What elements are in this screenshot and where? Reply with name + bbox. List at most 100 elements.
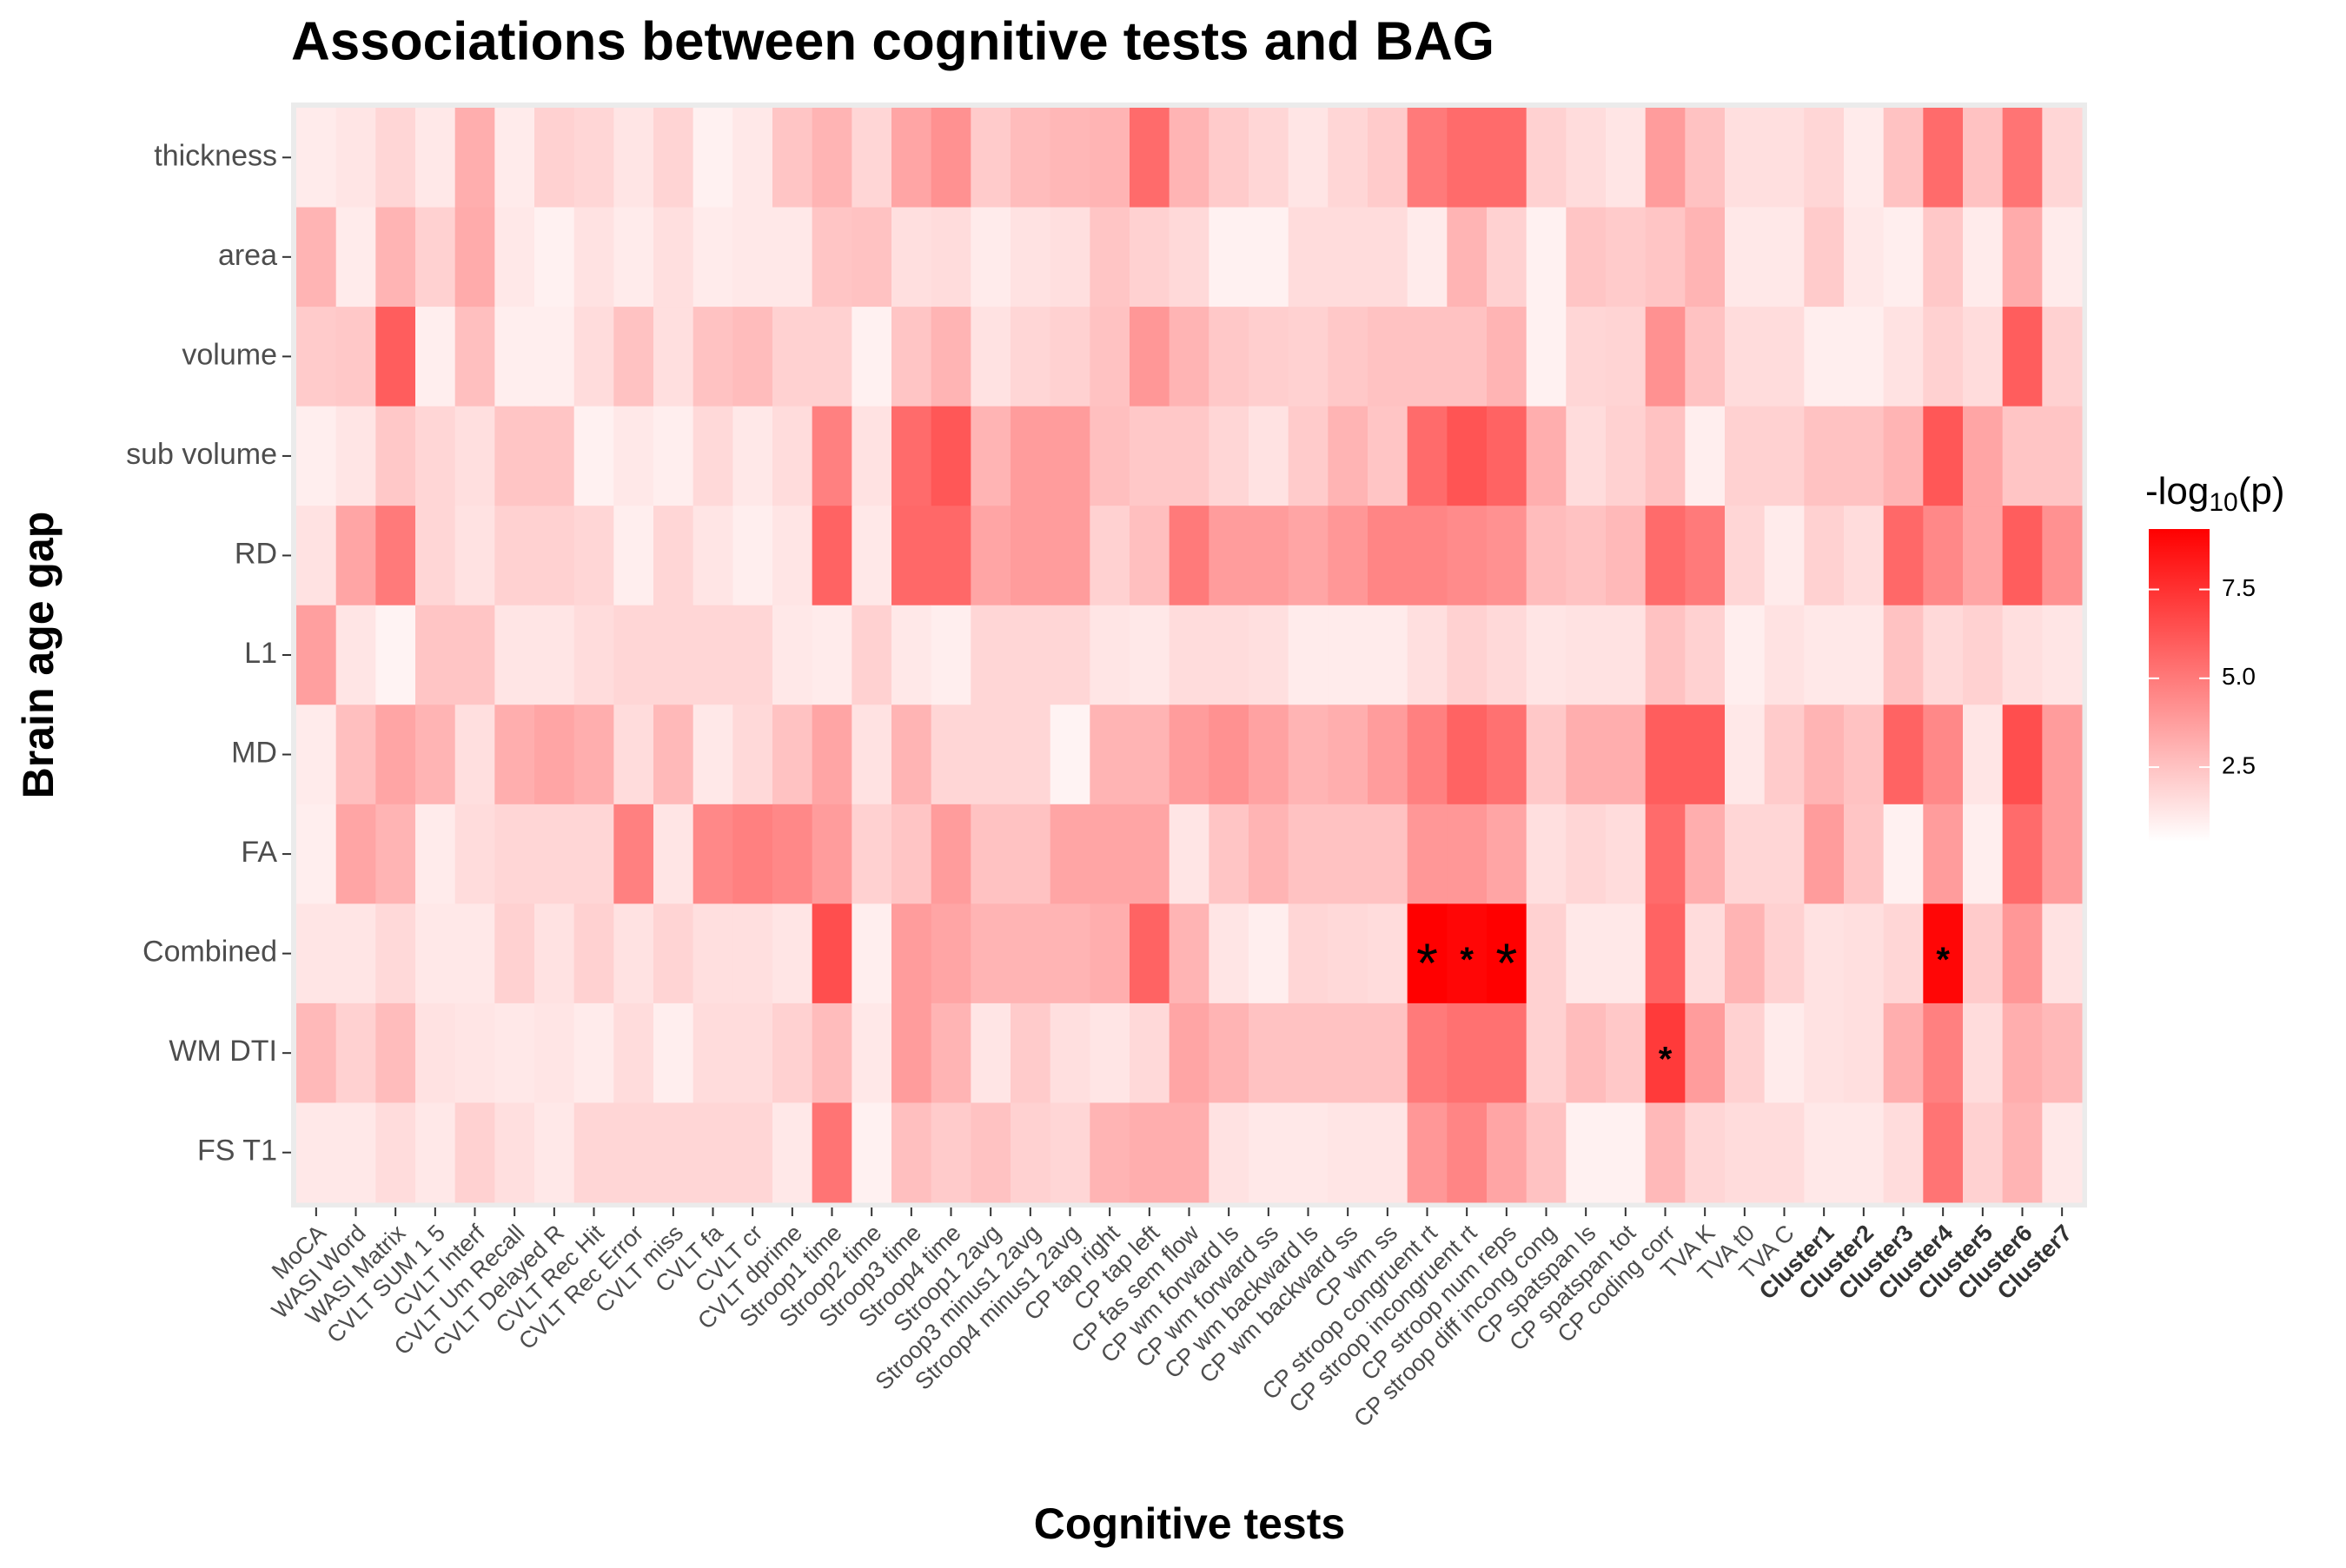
heatmap-cell: [1447, 207, 1488, 308]
heatmap-cell: [415, 108, 456, 208]
heatmap-cell: [1725, 406, 1766, 506]
heatmap-cell: [1328, 605, 1368, 705]
heatmap-cell: [1804, 903, 1845, 1004]
legend-title: -log10(p): [2145, 470, 2285, 517]
heatmap-cell: [1209, 108, 1249, 208]
heatmap-cell: [1130, 307, 1170, 407]
heatmap-cell: [2002, 207, 2043, 308]
heatmap-cell: [1209, 307, 1249, 407]
heatmap-cell: [415, 605, 456, 705]
heatmap-cell: [1725, 207, 1766, 308]
heatmap-cell: [1169, 804, 1209, 904]
heatmap-cell: [1566, 1102, 1607, 1203]
heatmap-cell: [732, 207, 773, 308]
heatmap-cell: [1487, 903, 1528, 1004]
heatmap-cell: [415, 406, 456, 506]
y-tick-label: FS T1: [197, 1135, 277, 1168]
heatmap-cell: [1209, 1002, 1249, 1103]
heatmap-cell: [1090, 605, 1130, 705]
heatmap-cell: [971, 108, 1011, 208]
heatmap-cell: [1764, 804, 1805, 904]
heatmap-cell: [1407, 506, 1448, 606]
heatmap-cell: [2042, 705, 2083, 805]
heatmap-cell: [1883, 207, 1924, 308]
heatmap-cell: [1685, 506, 1726, 606]
heatmap-cell: [1487, 1002, 1528, 1103]
heatmap-cell: [1169, 108, 1209, 208]
heatmap-cell: [1407, 903, 1448, 1004]
heatmap-cell: [335, 1002, 376, 1103]
heatmap-cell: [971, 406, 1011, 506]
heatmap-cell: [375, 207, 416, 308]
heatmap-cell: [772, 705, 813, 805]
heatmap-cell: [2042, 108, 2083, 208]
heatmap-cell: [1963, 1102, 2004, 1203]
heatmap-cell: [335, 705, 376, 805]
heatmap-cell: [1407, 108, 1448, 208]
heatmap-cell: [1447, 903, 1488, 1004]
heatmap-cell: [1249, 1002, 1289, 1103]
heatmap-cell: [2042, 605, 2083, 705]
heatmap-cell: [1526, 108, 1567, 208]
heatmap-cell: [1804, 804, 1845, 904]
heatmap-cell: [1249, 605, 1289, 705]
heatmap-cell: [732, 1102, 773, 1203]
heatmap-cell: [693, 108, 733, 208]
heatmap-cell: [335, 605, 376, 705]
heatmap-cell: [772, 406, 813, 506]
heatmap-cell: [415, 705, 456, 805]
heatmap-cell: [1050, 207, 1090, 308]
heatmap-cell: [852, 903, 892, 1004]
heatmap-cell: [494, 1002, 535, 1103]
significance-marker: *: [1495, 932, 1517, 995]
heatmap-cell: [812, 207, 852, 308]
heatmap-cell: [732, 605, 773, 705]
heatmap-cell: [852, 1002, 892, 1103]
heatmap-cell: [931, 903, 971, 1004]
heatmap-cell: [1328, 1102, 1368, 1203]
heatmap-cell: [1923, 406, 1964, 506]
heatmap-cell: [1368, 207, 1408, 308]
heatmap-cell: [2002, 705, 2043, 805]
heatmap-cell: [1764, 506, 1805, 606]
heatmap-cell: [812, 307, 852, 407]
heatmap-cell: [1011, 1002, 1051, 1103]
heatmap-cell: [1526, 1102, 1567, 1203]
heatmap-cell: [693, 406, 733, 506]
heatmap-cell: [1249, 207, 1289, 308]
significance-marker: *: [1416, 932, 1438, 995]
heatmap-cell: [2042, 506, 2083, 606]
heatmap-cell: [494, 903, 535, 1004]
heatmap-cell: [1883, 1002, 1924, 1103]
heatmap-cell: [971, 705, 1011, 805]
heatmap-cell: [1169, 1002, 1209, 1103]
heatmap-cell: [1288, 406, 1329, 506]
heatmap-cell: [1566, 506, 1607, 606]
heatmap-cell: [2042, 903, 2083, 1004]
heatmap-cell: [573, 1002, 614, 1103]
heatmap-cell: [1209, 605, 1249, 705]
heatmap-cell: [931, 1002, 971, 1103]
heatmap-cell: [2002, 1002, 2043, 1103]
heatmap-cell: [1368, 406, 1408, 506]
heatmap-cell: [1447, 406, 1488, 506]
heatmap-cell: [1566, 406, 1607, 506]
heatmap-cell: [1090, 1002, 1130, 1103]
y-tick-label: Combined: [142, 936, 277, 969]
heatmap-cell: [1368, 903, 1408, 1004]
heatmap-cell: [891, 406, 932, 506]
heatmap-cell: [1645, 903, 1686, 1004]
heatmap-cell: [931, 804, 971, 904]
heatmap-cell: [375, 804, 416, 904]
heatmap-cell: [1487, 605, 1528, 705]
heatmap-cell: [1526, 705, 1567, 805]
heatmap-cell: [1844, 1102, 1885, 1203]
heatmap-cell: [1011, 705, 1051, 805]
heatmap-cell: [1804, 705, 1845, 805]
heatmap-cell: [1249, 307, 1289, 407]
heatmap-cell: [1407, 207, 1448, 308]
heatmap-cell: [1606, 1002, 1647, 1103]
significance-marker: *: [1460, 941, 1474, 979]
heatmap-cell: [1883, 307, 1924, 407]
heatmap-cell: [1368, 1102, 1408, 1203]
